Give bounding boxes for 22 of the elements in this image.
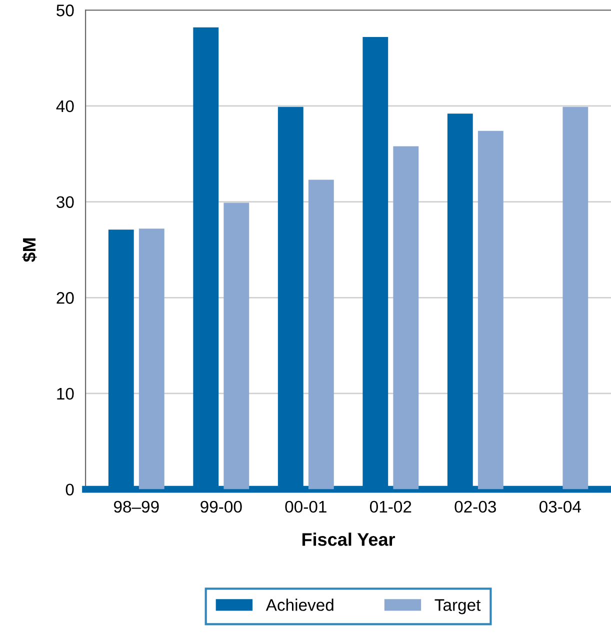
- x-tick-label: 02-03: [454, 500, 496, 513]
- bar: [562, 106, 588, 490]
- x-tick-label: 03-04: [539, 500, 581, 513]
- x-axis-title: Fiscal Year: [302, 532, 396, 546]
- y-axis-title: $M: [22, 238, 37, 262]
- y-tick-label: 50: [56, 4, 74, 16]
- y-tick-label: 30: [56, 196, 74, 208]
- legend-label: Target: [434, 599, 481, 614]
- x-tick-label: 01-02: [370, 500, 412, 513]
- y-tick-label: 10: [57, 388, 74, 400]
- legend-label: Achieved: [266, 598, 334, 611]
- x-tick-label: 99-00: [200, 500, 242, 513]
- bar: [224, 202, 250, 490]
- bar: [393, 146, 419, 490]
- x-tick-label: 98–99: [114, 500, 159, 513]
- y-tick-label: 0: [66, 484, 74, 496]
- x-tick-label: 00-01: [285, 500, 326, 513]
- bar: [478, 130, 504, 490]
- bar: [138, 228, 164, 490]
- bar: [308, 180, 334, 490]
- y-tick-label: 40: [56, 100, 74, 112]
- y-tick-label: 20: [56, 292, 74, 304]
